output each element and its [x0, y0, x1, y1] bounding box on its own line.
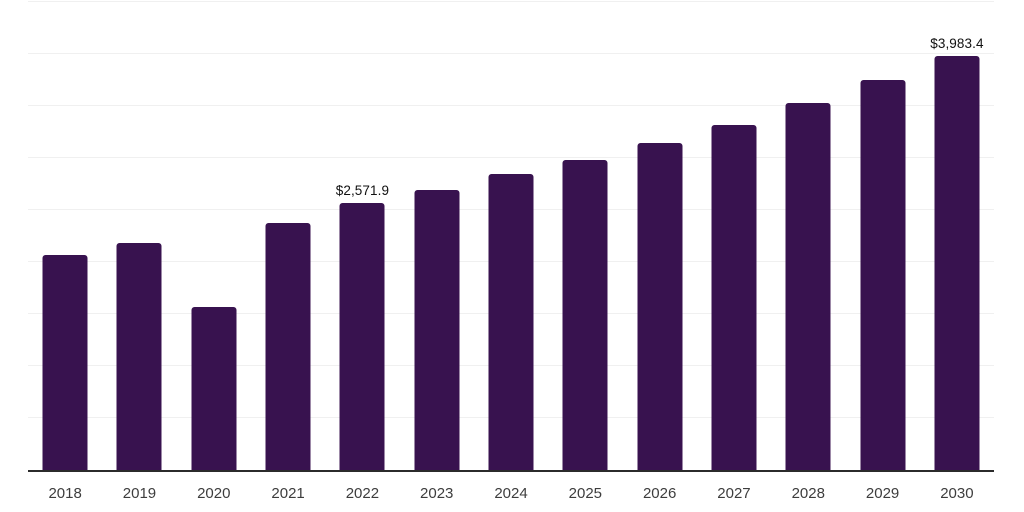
bar-2021: [265, 222, 311, 470]
bar-value-label-2030: $3,983.4: [930, 35, 984, 51]
x-tick-2020: 2020: [197, 485, 231, 502]
bar-band-2029: [845, 2, 919, 470]
bar-2020: [191, 306, 237, 470]
bar-band-2030: $3,983.4: [920, 2, 994, 470]
x-tick-2019: 2019: [122, 485, 157, 502]
gridline-4500: [28, 1, 994, 2]
bar-2027: [711, 124, 757, 470]
gridline-3000: [28, 157, 994, 159]
bar-band-2024: [474, 2, 548, 470]
bar-2022: [339, 202, 385, 470]
plot-area: $2,571.9 $3,983.4: [28, 1, 994, 472]
bar-band-2019: [102, 2, 176, 470]
bar-band-2020: [177, 2, 251, 470]
x-tick-2028: 2028: [791, 485, 825, 502]
x-tick-2030: 2030: [940, 485, 974, 502]
bar-band-2026: [623, 2, 697, 470]
bar-2024: [488, 174, 534, 470]
x-tick-2024: 2024: [494, 485, 528, 502]
bar-band-2023: [400, 2, 474, 470]
bar-2030: [934, 55, 980, 470]
x-tick-2025: 2025: [568, 485, 603, 502]
x-tick-2029: 2029: [865, 485, 900, 502]
x-tick-2026: 2026: [642, 485, 677, 502]
gridline-4000: [28, 53, 994, 54]
bar-band-2018: [28, 2, 102, 470]
x-tick-2021: 2021: [271, 485, 305, 502]
bar-2026: [637, 142, 683, 470]
x-tick-2018: 2018: [48, 485, 82, 502]
bar-2023: [414, 189, 460, 470]
x-tick-2023: 2023: [420, 485, 454, 502]
bar-2019: [116, 243, 162, 470]
gridline-3500: [28, 105, 994, 106]
bar-band-2022: $2,571.9: [325, 2, 399, 470]
bar-2029: [860, 80, 906, 470]
bar-2025: [562, 159, 608, 470]
bar-2018: [42, 254, 88, 470]
bar-band-2025: [548, 2, 622, 470]
x-tick-2022: 2022: [345, 485, 380, 502]
bar-band-2021: [251, 2, 325, 470]
bar-value-label-2022: $2,571.9: [335, 182, 390, 198]
bar-band-2027: [697, 2, 771, 470]
x-tick-2027: 2027: [717, 485, 751, 502]
x-axis-labels: 2018 2019 2020 2021 2022 2023 2024 2025 2026 2027…: [28, 472, 994, 502]
bar-2028: [785, 102, 831, 470]
bars-container: $2,571.9 $3,983.4: [28, 2, 994, 470]
bar-band-2028: [771, 2, 845, 470]
